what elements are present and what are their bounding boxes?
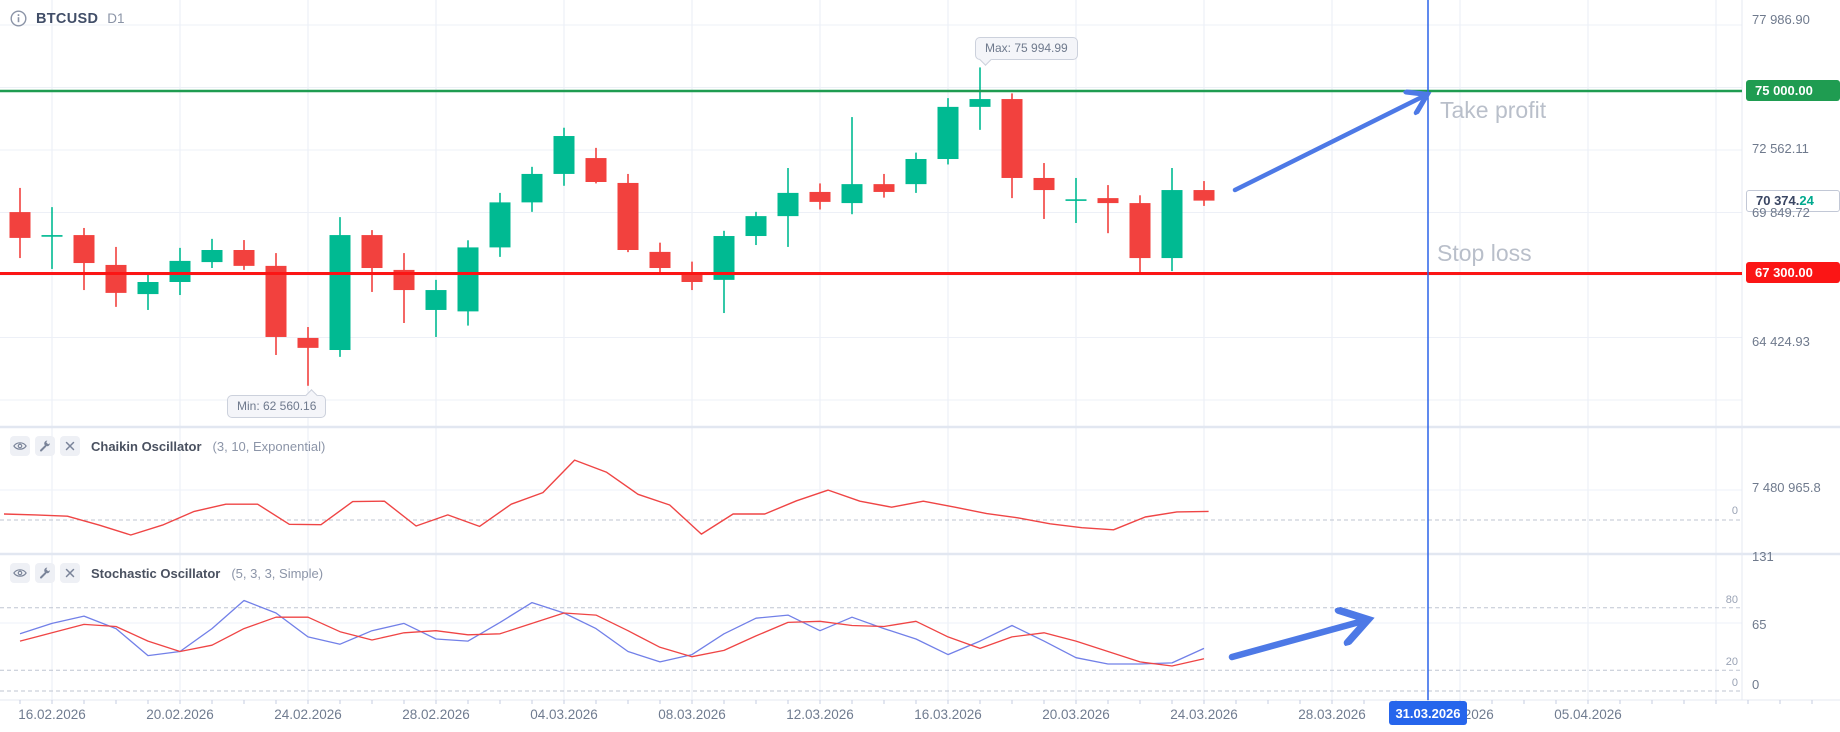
candle-body [169, 260, 191, 282]
candle-body [617, 182, 639, 251]
candle-body [1033, 177, 1055, 191]
candle-body [745, 216, 767, 237]
timeframe-label[interactable]: D1 [107, 11, 125, 26]
stochastic-title[interactable]: Stochastic Oscillator [91, 565, 221, 581]
stochastic-header: Stochastic Oscillator (5, 3, 3, Simple) [10, 563, 323, 583]
candle-body [905, 159, 927, 185]
take-profit-label: Take profit [1440, 97, 1547, 123]
stop-loss-value: 67 300.00 [1755, 265, 1813, 281]
stochastic-axis-label: 0 [1752, 677, 1760, 692]
candle-body [1129, 203, 1151, 259]
candle-body [873, 184, 895, 192]
candle-body [265, 265, 287, 337]
take-profit-value: 75 000.00 [1755, 83, 1813, 98]
crosshair-date-badge: 31.03.2026 [1389, 701, 1467, 725]
time-axis-label: 20.02.2026 [146, 707, 214, 722]
stochastic-level-label: 80 [1725, 593, 1738, 606]
current-price-int: 70 374. [1756, 193, 1800, 209]
settings-wrench-icon[interactable] [35, 436, 55, 456]
visibility-eye-icon[interactable] [10, 563, 30, 583]
close-icon[interactable] [60, 436, 80, 456]
time-axis-label: 24.02.2026 [274, 707, 342, 722]
candle-body [809, 191, 831, 202]
time-axis-label: 24.03.2026 [1170, 707, 1238, 722]
symbol-bar: BTCUSD D1 [10, 10, 124, 27]
candle-body [1193, 190, 1215, 201]
candle-body [777, 192, 799, 217]
candle-body [9, 212, 31, 238]
candle-body [41, 235, 63, 237]
symbol-name[interactable]: BTCUSD [36, 10, 99, 27]
current-price-frac: 24 [1799, 193, 1814, 209]
close-icon[interactable] [60, 563, 80, 583]
candle-body [233, 250, 255, 266]
candle-body [361, 235, 383, 269]
stop-loss-label: Stop loss [1437, 240, 1532, 266]
time-axis-label: 08.03.2026 [658, 707, 726, 722]
candle-body [73, 235, 95, 264]
current-price-badge: 70 374. 24 [1746, 189, 1840, 212]
take-profit-price-badge[interactable]: 75 000.00 [1746, 80, 1840, 101]
candle-body [585, 158, 607, 182]
max-price-text: Max: 75 994.99 [985, 41, 1068, 55]
time-axis-label: 28.02.2026 [402, 707, 470, 722]
price-axis-label: 77 986.90 [1752, 12, 1810, 28]
candle-body [137, 281, 159, 295]
candle-body [841, 184, 863, 204]
time-axis-label: 12.03.2026 [786, 707, 854, 722]
time-axis-label: 16.02.2026 [18, 707, 86, 722]
max-price-tooltip: Max: 75 994.99 [975, 37, 1078, 66]
time-axis-label: 04.03.2026 [530, 707, 598, 722]
candle-body [969, 99, 991, 107]
price-axis-label: 64 424.93 [1752, 333, 1810, 349]
candle-body [489, 202, 511, 248]
candle-body [713, 236, 735, 280]
visibility-eye-icon[interactable] [10, 436, 30, 456]
candle-body [425, 290, 447, 310]
chaikin-title[interactable]: Chaikin Oscillator [91, 438, 202, 454]
candle-body [937, 106, 959, 160]
time-axis-label: 16.03.2026 [914, 707, 982, 722]
candle-body [1065, 199, 1087, 201]
info-icon[interactable] [10, 10, 27, 27]
candle-body [201, 250, 223, 263]
candle-body [105, 264, 127, 293]
candle-body [1001, 99, 1023, 178]
stochastic-params: (5, 3, 3, Simple) [231, 565, 324, 581]
trend-arrow [1232, 96, 1424, 193]
time-axis-label: 20.03.2026 [1042, 707, 1110, 722]
candle-body [1161, 190, 1183, 259]
settings-wrench-icon[interactable] [35, 563, 55, 583]
stochastic-k-line [19, 599, 1205, 665]
candle-body [553, 136, 575, 174]
crosshair-date-text: 31.03.2026 [1395, 705, 1461, 721]
chaikin-header: Chaikin Oscillator (3, 10, Exponential) [10, 436, 325, 456]
stochastic-level-label: 0 [1731, 677, 1738, 689]
min-price-tooltip: Min: 62 560.16 [227, 389, 327, 418]
stochastic-axis-label: 131 [1752, 548, 1774, 564]
price-axis-label: 72 562.11 [1752, 140, 1809, 156]
min-price-text: Min: 62 560.16 [237, 399, 317, 413]
candle-body [1097, 198, 1119, 204]
stochastic-axis-label: 65 [1752, 617, 1767, 633]
chaikin-zero-label: 0 [1731, 505, 1738, 517]
candle-body [649, 251, 671, 269]
chaikin-line [3, 459, 1209, 536]
candle-body [329, 235, 351, 351]
candle-body [457, 247, 479, 312]
chaikin-axis-label: 7 480 965.8 [1752, 480, 1821, 495]
stochastic-level-label: 20 [1725, 656, 1738, 669]
stop-loss-price-badge[interactable]: 67 300.00 [1746, 262, 1840, 284]
trend-arrow [1228, 621, 1363, 661]
candle-body [297, 337, 319, 348]
chaikin-params: (3, 10, Exponential) [212, 438, 326, 454]
candle-body [681, 272, 703, 282]
time-axis-label: 28.03.2026 [1298, 707, 1366, 722]
time-axis-label: 05.04.2026 [1554, 707, 1622, 722]
price-axis-label: 69 849.72 [1752, 205, 1810, 221]
stochastic-d-line [19, 612, 1205, 667]
candle-body [521, 173, 543, 203]
